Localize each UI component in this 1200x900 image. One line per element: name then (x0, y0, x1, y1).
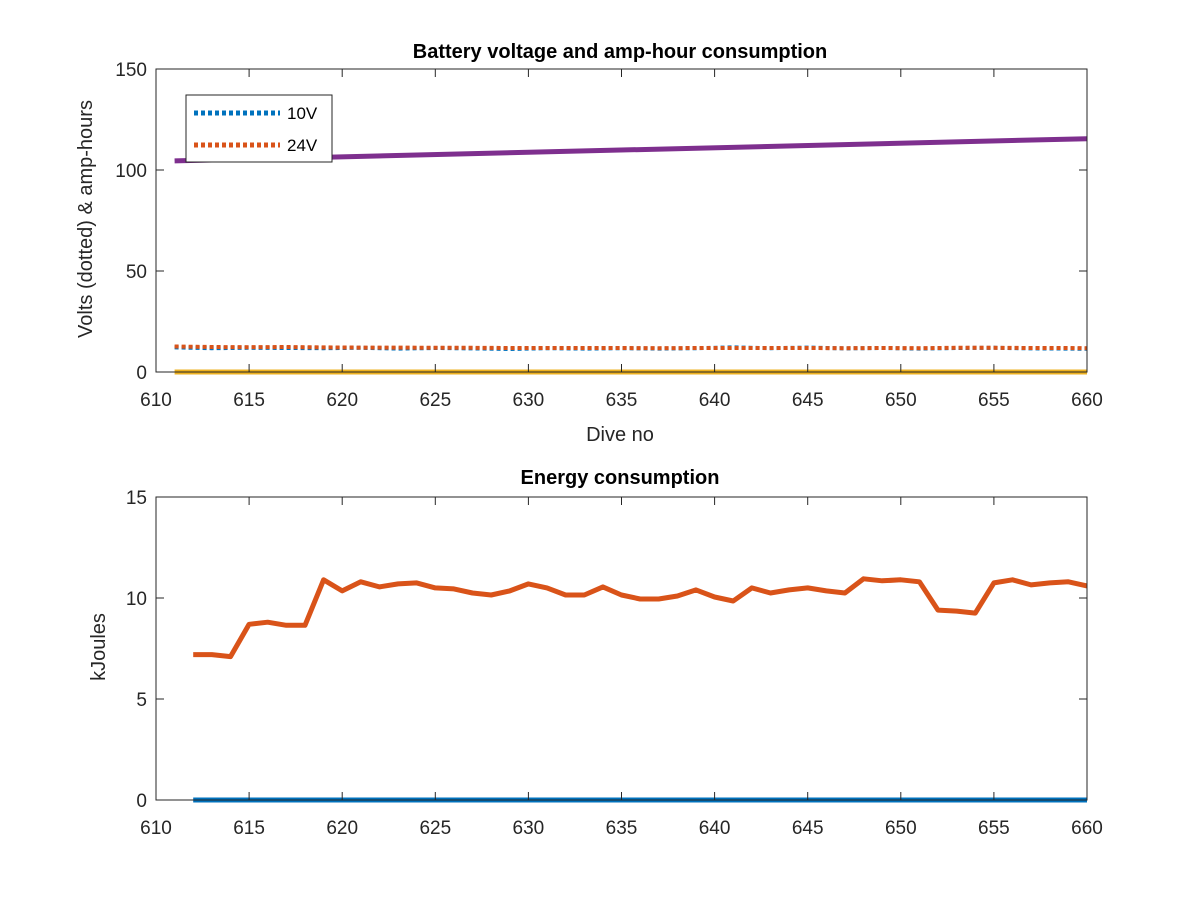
voltage-legend: 10V 24V (185, 94, 333, 163)
voltage-x-tick-label: 615 (233, 390, 265, 411)
energy-x-tick-label: 660 (1071, 818, 1103, 839)
energy-x-tick-label: 635 (606, 818, 638, 839)
voltage-y-tick-label: 150 (115, 60, 147, 81)
voltage-y-tick-label: 50 (126, 262, 147, 283)
voltage-x-tick-label: 660 (1071, 390, 1103, 411)
voltage-ticks-group: 610 615 620 625 630 635 640 645 650 655 660 0 50 100 1… (115, 60, 1103, 411)
legend-24v-label: 24V (287, 136, 318, 155)
voltage-y-tick-label: 0 (136, 363, 147, 384)
voltage-x-axis-label: Dive no (586, 424, 654, 446)
energy-y-tick-label: 15 (126, 488, 147, 509)
voltage-x-tick-label: 655 (978, 390, 1010, 411)
legend-box (185, 94, 333, 163)
energy-chart-title: Energy consumption (521, 467, 720, 489)
voltage-x-tick-label: 645 (792, 390, 824, 411)
voltage-y-axis-label: Volts (dotted) & amp-hours (75, 100, 97, 338)
voltage-x-tick-label: 625 (419, 390, 451, 411)
energy-y-tick-label: 10 (126, 589, 147, 610)
voltage-x-tick-label: 635 (606, 390, 638, 411)
voltage-x-tick-label: 620 (326, 390, 358, 411)
legend-10v-label: 10V (287, 104, 318, 123)
energy-y-axis-label: kJoules (88, 613, 110, 681)
energy-x-tick-label: 645 (792, 818, 824, 839)
energy-y-tick-label: 0 (136, 791, 147, 812)
energy-y-tick-label: 5 (136, 690, 147, 711)
energy-x-tick-label: 650 (885, 818, 917, 839)
energy-x-tick-label: 620 (326, 818, 358, 839)
voltage-subplot: Battery voltage and amp-hour consumption… (75, 41, 1103, 446)
voltage-x-tick-label: 630 (513, 390, 545, 411)
energy-x-tick-label: 640 (699, 818, 731, 839)
energy-x-tick-label: 630 (513, 818, 545, 839)
energy-x-tick-label: 625 (419, 818, 451, 839)
energy-subplot: Energy consumption 610 615 620 625 630 635 640… (88, 467, 1103, 839)
voltage-y-tick-label: 100 (115, 161, 147, 182)
voltage-x-tick-label: 650 (885, 390, 917, 411)
voltage-x-tick-label: 610 (140, 390, 172, 411)
energy-series-1-line (193, 576, 1088, 660)
voltage-x-tick-label: 640 (699, 390, 731, 411)
voltage-series-1-line (174, 344, 1088, 351)
energy-x-tick-label: 615 (233, 818, 265, 839)
energy-ticks-group: 610 615 620 625 630 635 640 645 650 655 660 0 5 10 15 (126, 488, 1103, 839)
energy-x-tick-label: 610 (140, 818, 172, 839)
voltage-chart-title: Battery voltage and amp-hour consumption (413, 41, 827, 63)
energy-x-tick-label: 655 (978, 818, 1010, 839)
